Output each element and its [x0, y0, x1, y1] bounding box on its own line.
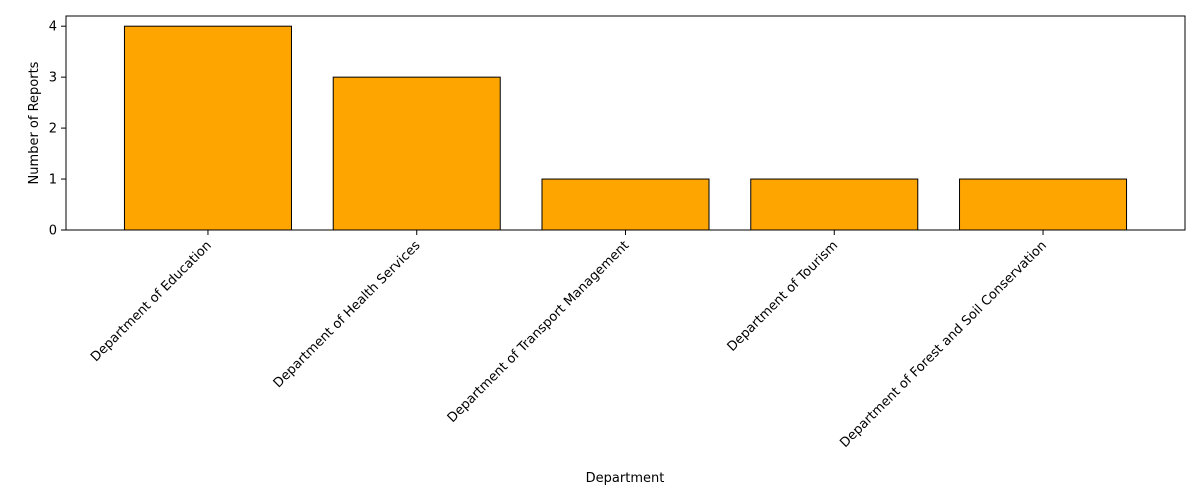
x-tick-label-0: Department of Education [88, 238, 215, 365]
y-tick-label-2: 2 [49, 122, 57, 137]
y-axis-label: Number of Reports [27, 61, 42, 184]
bar-0 [123, 25, 292, 231]
x-tick-label-3: Department of Tourism [725, 238, 842, 355]
y-tick-label-3: 3 [49, 71, 57, 86]
bar-3 [750, 178, 919, 231]
y-tick-label-1: 1 [49, 173, 57, 188]
bar-4 [959, 178, 1128, 231]
x-tick-label-1: Department of Health Services [271, 238, 424, 391]
y-tick-label-4: 4 [49, 20, 57, 35]
y-tick-label-0: 0 [49, 224, 57, 239]
bar-2 [541, 178, 710, 231]
x-tick-label-2: Department of Transport Management [445, 238, 633, 426]
bars-layer [123, 25, 1128, 231]
x-tick-label-4: Department of Forest and Soil Conservati… [837, 238, 1050, 451]
x-axis-label: Department [586, 471, 665, 486]
bar-1 [332, 76, 501, 231]
